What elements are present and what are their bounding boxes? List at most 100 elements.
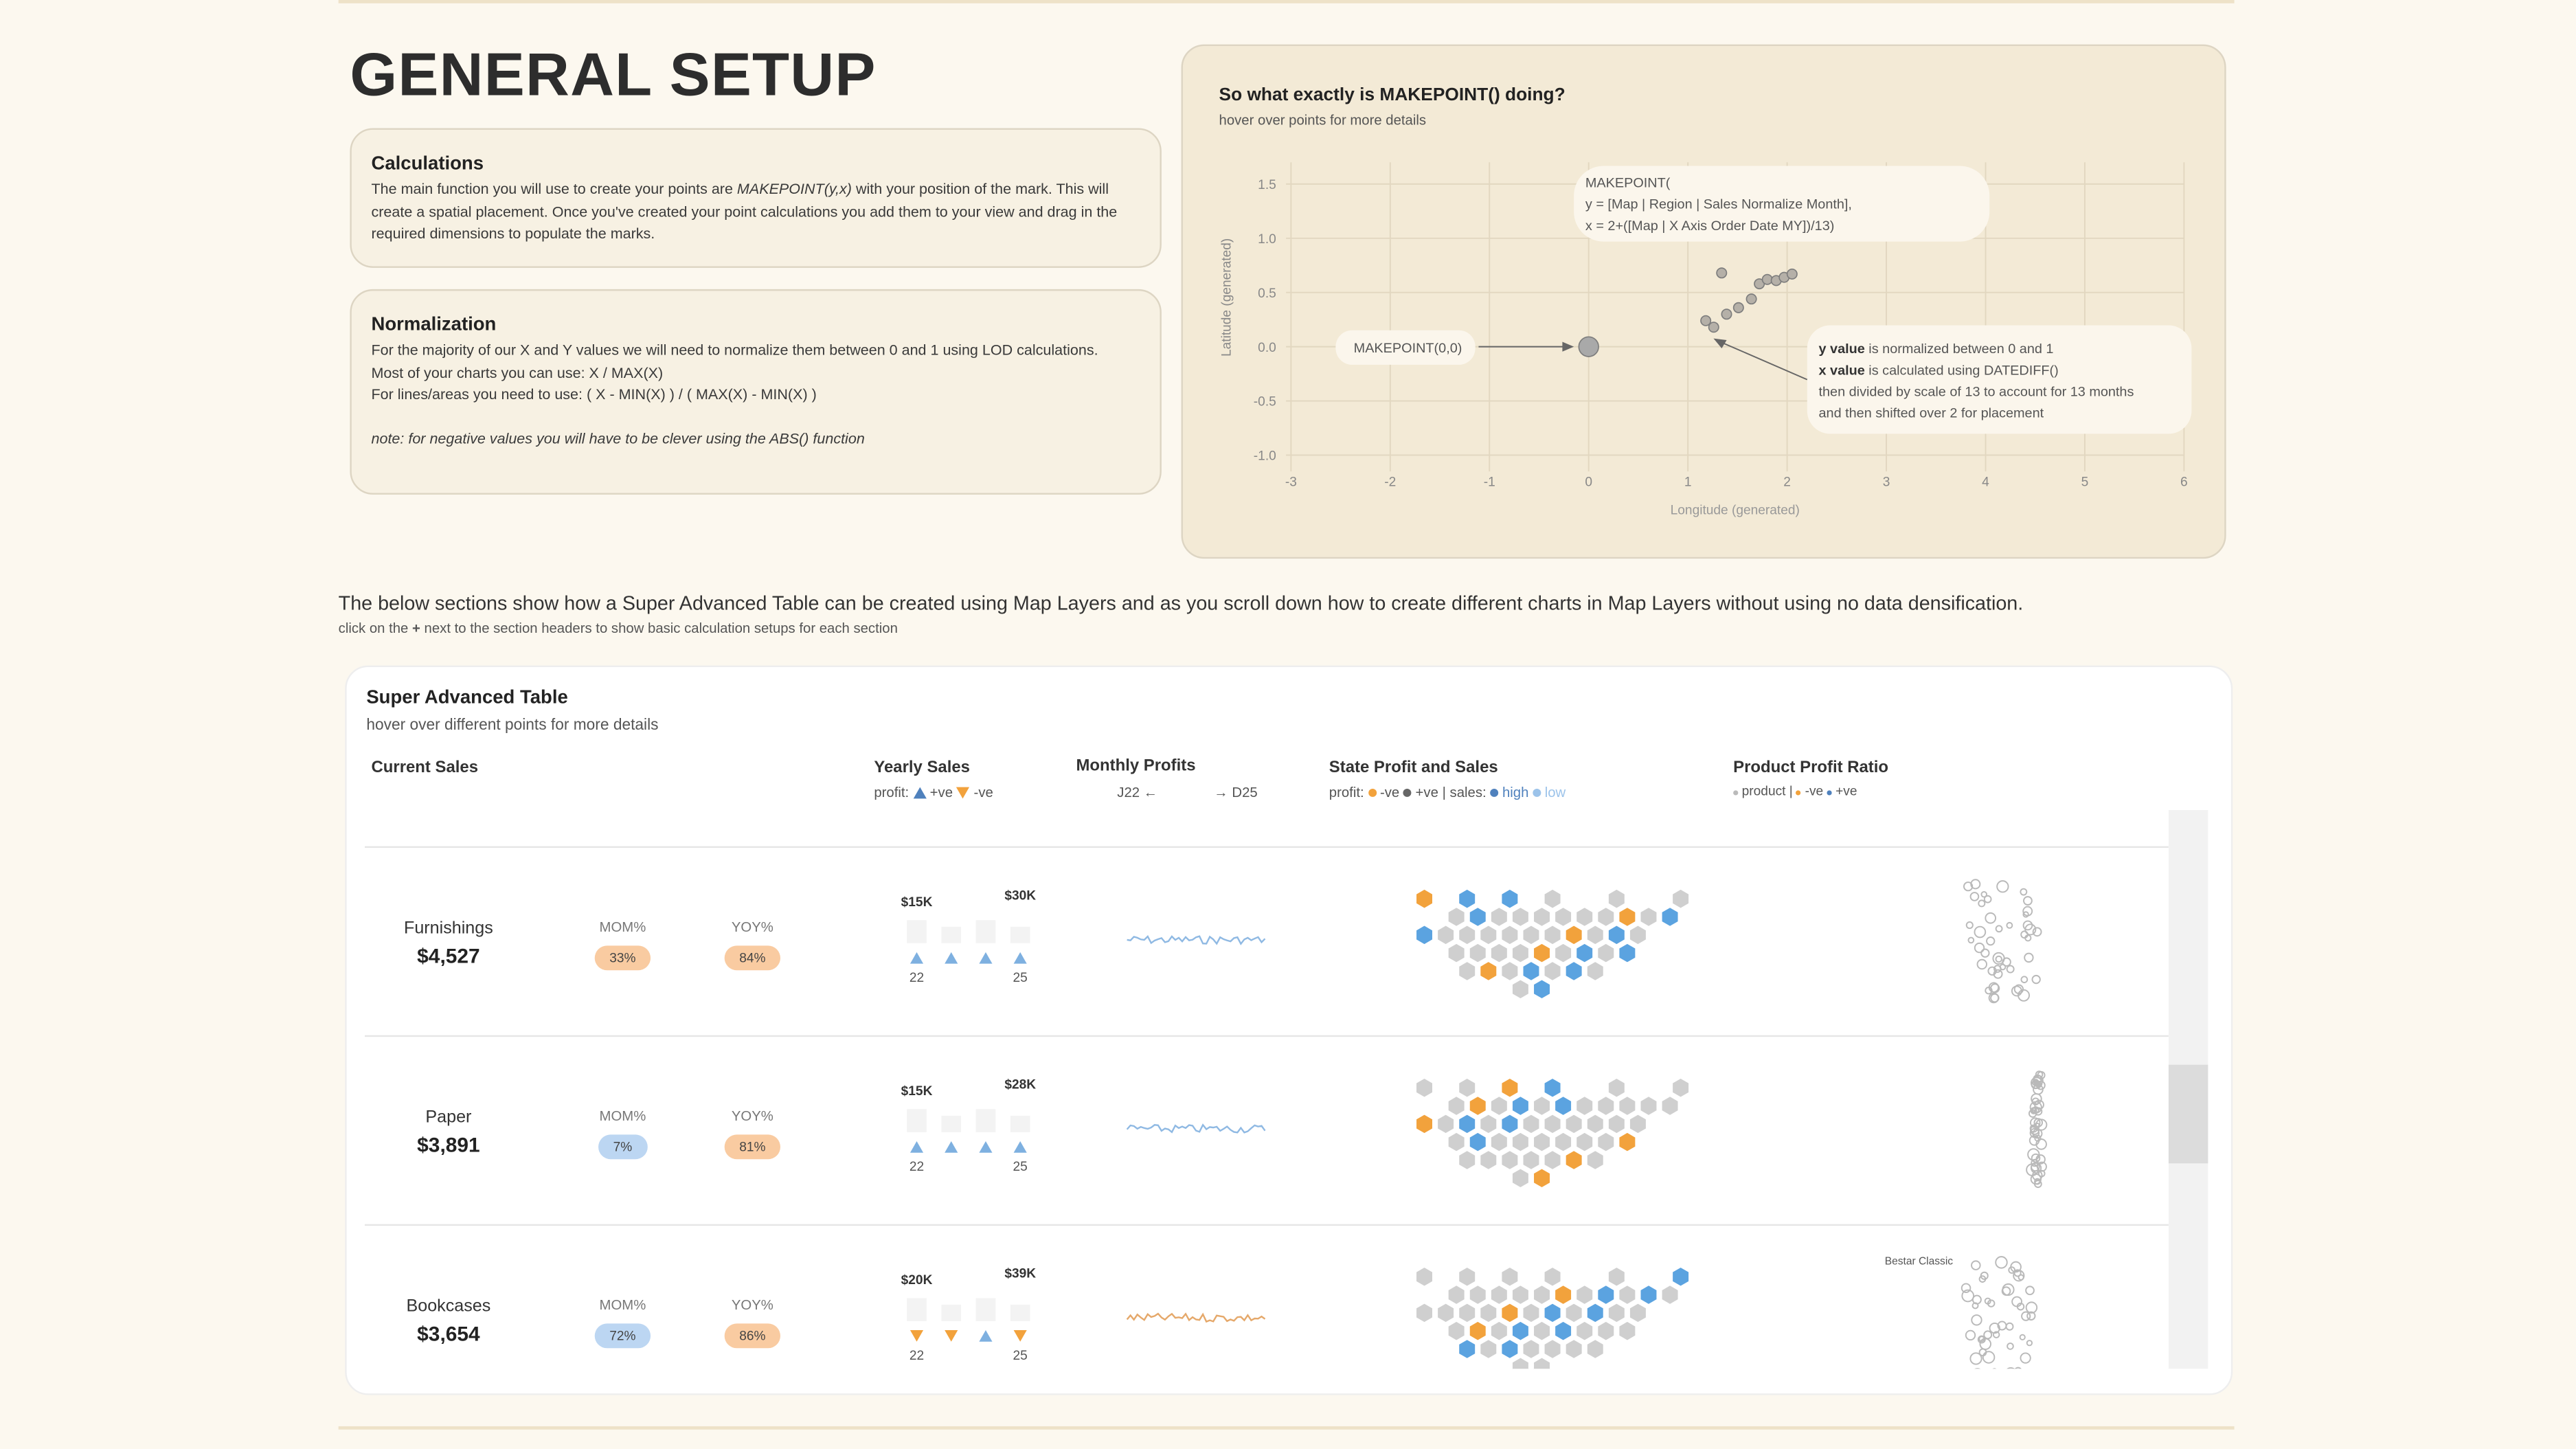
- product-dot: [1995, 1256, 2008, 1269]
- sparkline: [1127, 934, 1266, 945]
- yearly-low-label: $15K: [901, 1083, 933, 1099]
- hex: [1436, 1302, 1456, 1324]
- table-row: Furnishings $4,527 MOM% 33% YOY% 84% $15K $30K 2…: [364, 846, 2169, 1037]
- hex: [1618, 906, 1637, 928]
- hex: [1489, 906, 1509, 928]
- product-dot: [2026, 1311, 2036, 1321]
- point: [1700, 315, 1712, 326]
- scrollbar[interactable]: [2168, 810, 2208, 1369]
- product-dot: [1980, 891, 1988, 898]
- hex: [1639, 906, 1658, 928]
- hex: [1458, 1149, 1477, 1171]
- product-dot: [1997, 1321, 2007, 1331]
- hex: [1618, 1095, 1637, 1117]
- hex: [1468, 1095, 1487, 1117]
- hex: [1533, 1284, 1551, 1306]
- legend: profit: -ve +ve | sales: high low: [1329, 784, 1566, 800]
- product-dot: [1999, 963, 2007, 971]
- hex: [1671, 1077, 1690, 1099]
- hex: [1500, 924, 1519, 946]
- column-header: Monthly Profits: [1076, 757, 1196, 776]
- product-dot: [1971, 1294, 1982, 1305]
- trend-marker: [1013, 1141, 1027, 1153]
- scroll-thumb[interactable]: [2168, 1064, 2208, 1164]
- marker: [1490, 788, 1499, 797]
- product-dot: [2024, 923, 2037, 936]
- table-card: [345, 665, 2233, 1395]
- year-label: 25: [1013, 1159, 1028, 1174]
- text: low: [1544, 783, 1566, 800]
- hex: [1468, 1320, 1487, 1342]
- hex: [1671, 888, 1690, 910]
- makepoint-chart: So what exactly is MAKEPOINT() doing? ho…: [1219, 84, 2192, 518]
- hex: [1489, 1095, 1509, 1117]
- hex: [1554, 1131, 1573, 1153]
- product-dot: [1970, 879, 1981, 890]
- product-dot: [2002, 1283, 2015, 1296]
- hex: [1585, 924, 1605, 946]
- hex: [1564, 960, 1583, 982]
- legend: J22 ←: [1117, 783, 1158, 800]
- column-header: Product Profit Ratio: [1733, 759, 1889, 778]
- category: Furnishings: [403, 918, 493, 939]
- y-axis-title: Latitude (generated): [1219, 238, 1234, 357]
- yearly-high-label: $39K: [1004, 1266, 1037, 1281]
- hex: [1533, 1356, 1551, 1369]
- hex: [1543, 960, 1562, 982]
- makepoint-card: So what exactly is MAKEPOINT() doing? ho…: [1181, 44, 2226, 559]
- hex: [1596, 1284, 1616, 1306]
- hex: [1415, 1113, 1434, 1135]
- text: next to the section headers to show basi…: [420, 619, 898, 636]
- category: Bookcases: [406, 1296, 491, 1316]
- hex: [1522, 924, 1541, 946]
- hex: [1596, 1320, 1616, 1342]
- product-dot: [2023, 896, 2033, 906]
- hex: [1543, 1113, 1562, 1135]
- page-title: GENERAL SETUP: [350, 41, 877, 109]
- trend-marker: [909, 952, 924, 964]
- hex: [1500, 1077, 1519, 1099]
- yearly-low-label: $15K: [901, 895, 933, 910]
- x-tick-label: -2: [1384, 475, 1396, 490]
- product-dot: [2025, 1301, 2038, 1314]
- y-tick-label: 0.0: [1258, 341, 1276, 355]
- yoy-label: YOY%: [731, 1107, 773, 1124]
- hex: [1436, 1113, 1456, 1135]
- tooltip-box: [1574, 166, 1990, 242]
- product-dot: [1988, 992, 2000, 1004]
- plus: +: [412, 619, 420, 636]
- note: note: for negative values you will have …: [371, 430, 865, 447]
- hex: [1533, 1131, 1551, 1153]
- hex: [1479, 960, 1498, 982]
- line: For lines/areas you need to use: ( X - M…: [371, 386, 817, 403]
- product-dot: [2020, 976, 2029, 984]
- year-bar-bg: [975, 1298, 996, 1321]
- marker: [1796, 790, 1802, 796]
- x-tick-label: -3: [1285, 475, 1297, 490]
- product-dot: [1980, 948, 1990, 958]
- y-tick-label: -0.5: [1254, 395, 1276, 409]
- hex: [1564, 1302, 1583, 1324]
- text: +ve: [1835, 783, 1857, 799]
- text: -ve: [1379, 783, 1400, 800]
- hex: [1479, 1149, 1498, 1171]
- hex: [1415, 1266, 1434, 1288]
- text: D25: [1232, 783, 1258, 800]
- product-dot: [2026, 1340, 2033, 1347]
- hex: [1618, 1320, 1637, 1342]
- explanation-line: and then shifted over 2 for placement: [1819, 405, 2044, 420]
- product-dot: [2020, 1352, 2031, 1364]
- yoy-pill: 81%: [724, 1134, 781, 1160]
- mom-pill: 33%: [594, 945, 651, 971]
- year-bar-bg: [941, 926, 962, 943]
- hex: [1511, 1320, 1530, 1342]
- mom-pill: 72%: [594, 1323, 651, 1349]
- hex: [1458, 1113, 1477, 1135]
- hex: [1585, 1302, 1605, 1324]
- hex: [1479, 1113, 1498, 1135]
- product-dot: [2011, 985, 2022, 997]
- product-dot: [1965, 921, 1974, 930]
- product-dot: [2029, 1127, 2040, 1138]
- year-bar-bg: [975, 920, 996, 943]
